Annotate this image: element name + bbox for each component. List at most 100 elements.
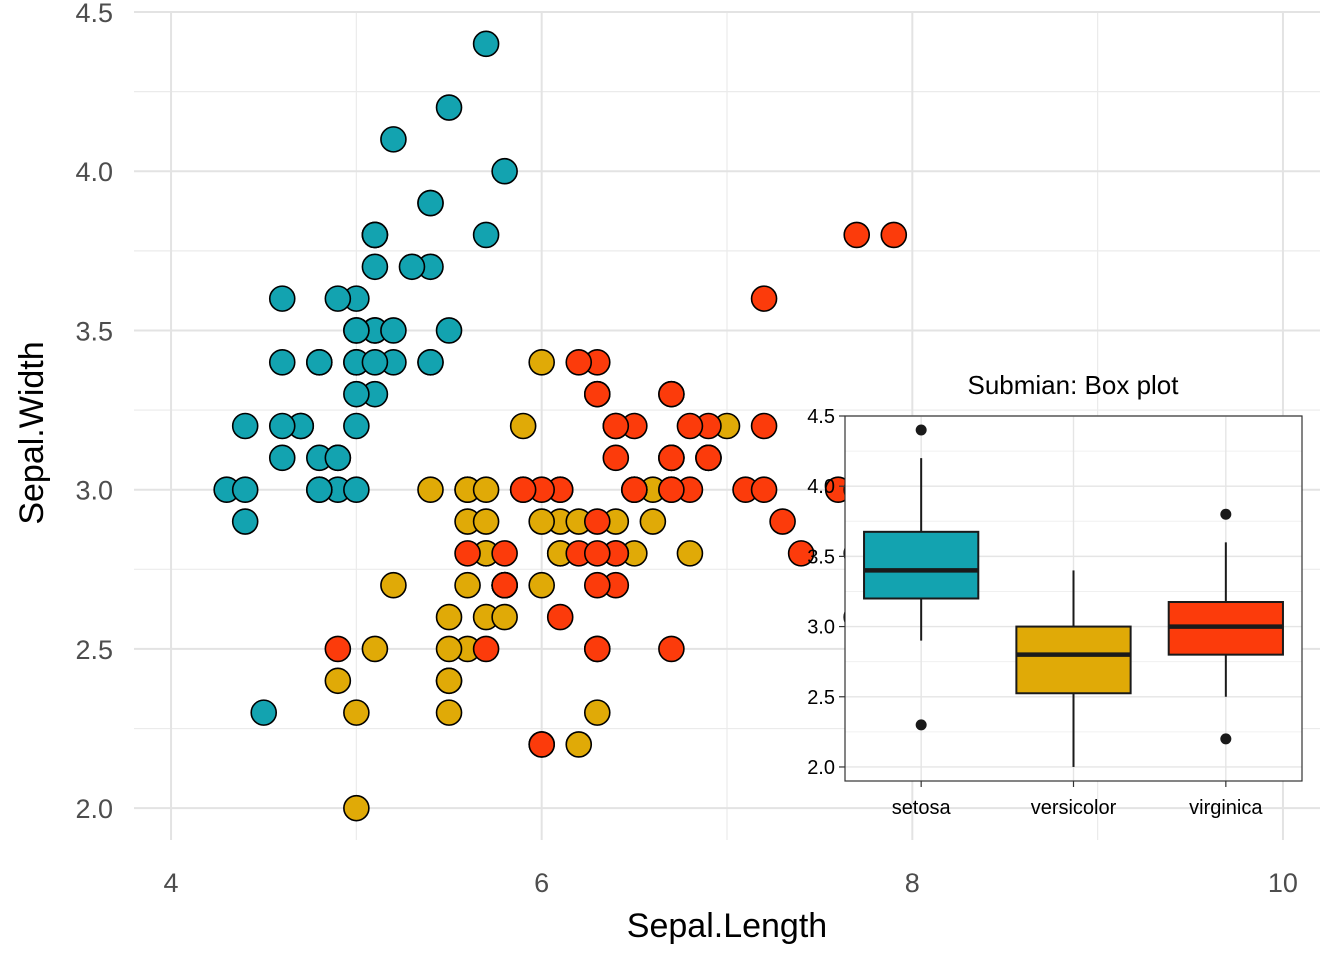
- scatter-point: [491, 540, 518, 567]
- scatter-point: [435, 603, 463, 631]
- x-axis-title: Sepal.Length: [627, 907, 827, 945]
- scatter-point: [417, 189, 444, 217]
- scatter-point: [268, 412, 296, 440]
- scatter-point: [565, 349, 593, 376]
- scatter-point: [472, 635, 500, 663]
- scatter-point: [324, 635, 352, 663]
- scatter-point: [417, 476, 444, 503]
- scatter-point: [676, 412, 704, 440]
- scatter-point: [380, 571, 407, 599]
- scatter-point: [454, 540, 481, 567]
- scatter-point: [658, 380, 685, 408]
- scatter-point: [231, 508, 259, 535]
- scatter-point: [343, 794, 370, 822]
- box-outlier: [1220, 733, 1232, 745]
- box-iqr: [863, 530, 980, 600]
- scatter-point: [343, 412, 370, 440]
- box-outlier: [915, 719, 927, 731]
- scatter-point: [528, 508, 555, 535]
- scatter-point: [398, 253, 426, 281]
- scatter-point: [361, 635, 389, 663]
- y-tick-label: 2.0: [75, 794, 113, 824]
- scatter-point: [435, 699, 463, 726]
- scatter-point: [380, 126, 407, 153]
- x-tick-label: 10: [1268, 868, 1298, 898]
- inset-x-tick-label: versicolor: [1031, 797, 1117, 819]
- scatter-point: [361, 349, 389, 376]
- scatter-point: [750, 476, 778, 503]
- inset-y-axis-ticks: 2.0 2.5 3.0 3.5 4.0 4.5: [807, 406, 845, 779]
- scatter-point: [491, 571, 518, 599]
- scatter-point: [343, 699, 370, 726]
- inset-y-tick-label: 3.5: [807, 546, 835, 568]
- scatter-point: [750, 412, 778, 440]
- scatter-point: [621, 476, 648, 503]
- scatter-point: [472, 476, 500, 503]
- y-axis-ticks: 2.0 2.5 3.0 3.5 4.0 4.5: [75, 0, 113, 824]
- x-tick-label: 6: [534, 868, 549, 898]
- scatter-point: [268, 349, 296, 376]
- scatter-point: [268, 444, 296, 472]
- inset-y-tick-label: 4.0: [807, 476, 835, 498]
- scatter-point: [583, 635, 611, 663]
- scatter-point: [435, 317, 463, 344]
- scatter-point: [658, 476, 685, 503]
- scatter-point: [250, 699, 278, 726]
- inset-y-tick-label: 2.0: [807, 757, 835, 779]
- scatter-point: [491, 603, 518, 631]
- box-outlier: [1220, 508, 1232, 520]
- scatter-point: [583, 571, 611, 599]
- scatter-point: [435, 94, 463, 121]
- x-tick-label: 4: [164, 868, 179, 898]
- y-tick-label: 3.5: [75, 316, 113, 346]
- scatter-point: [491, 157, 518, 185]
- inset-x-axis-ticks: setosa versicolor virginica: [892, 781, 1263, 819]
- scatter-point: [583, 540, 611, 567]
- y-tick-label: 4.0: [75, 157, 113, 187]
- scatter-point: [472, 508, 500, 535]
- main-points: [213, 30, 908, 822]
- scatter-point: [268, 285, 296, 312]
- inset-x-tick-label: virginica: [1189, 797, 1263, 819]
- scatter-point: [435, 635, 463, 663]
- scatter-point: [583, 699, 611, 726]
- scatter-point: [472, 30, 500, 58]
- scatter-point: [343, 380, 370, 408]
- inset-y-tick-label: 4.5: [807, 406, 835, 428]
- y-tick-label: 4.5: [75, 0, 113, 28]
- x-axis-ticks: 4 6 8 10: [164, 868, 1298, 898]
- scatter-point: [361, 221, 389, 249]
- scatter-point: [472, 221, 500, 249]
- y-tick-label: 3.0: [75, 476, 113, 506]
- scatter-point: [880, 221, 908, 249]
- inset-box-plot: 2.0 2.5 3.0 3.5 4.0 4.5 setosa versicolor virgi…: [807, 370, 1303, 819]
- scatter-point: [695, 444, 722, 472]
- scatter-point: [380, 317, 407, 344]
- x-tick-label: 8: [905, 868, 920, 898]
- scatter-point: [528, 349, 555, 376]
- inset-boxes: [863, 424, 1284, 767]
- scatter-point: [231, 412, 259, 440]
- scatter-point: [639, 508, 667, 535]
- scatter-point: [306, 476, 333, 503]
- scatter-point: [750, 285, 778, 312]
- scatter-point: [769, 508, 796, 535]
- inset-y-tick-label: 3.0: [807, 617, 835, 639]
- box-iqr: [1015, 625, 1132, 695]
- inset-y-tick-label: 2.5: [807, 687, 835, 709]
- scatter-point: [787, 540, 815, 567]
- scatter-point: [324, 444, 352, 472]
- scatter-point: [583, 508, 611, 535]
- scatter-point: [658, 635, 685, 663]
- scatter-point: [583, 380, 611, 408]
- scatter-point: [509, 412, 537, 440]
- scatter-point: [361, 253, 389, 281]
- scatter-point: [324, 667, 352, 695]
- scatter-point: [306, 349, 333, 376]
- scatter-point: [343, 317, 370, 344]
- scatter-point: [435, 667, 463, 695]
- scatter-point: [565, 731, 593, 758]
- scatter-point: [843, 221, 871, 249]
- scatter-point: [509, 476, 537, 503]
